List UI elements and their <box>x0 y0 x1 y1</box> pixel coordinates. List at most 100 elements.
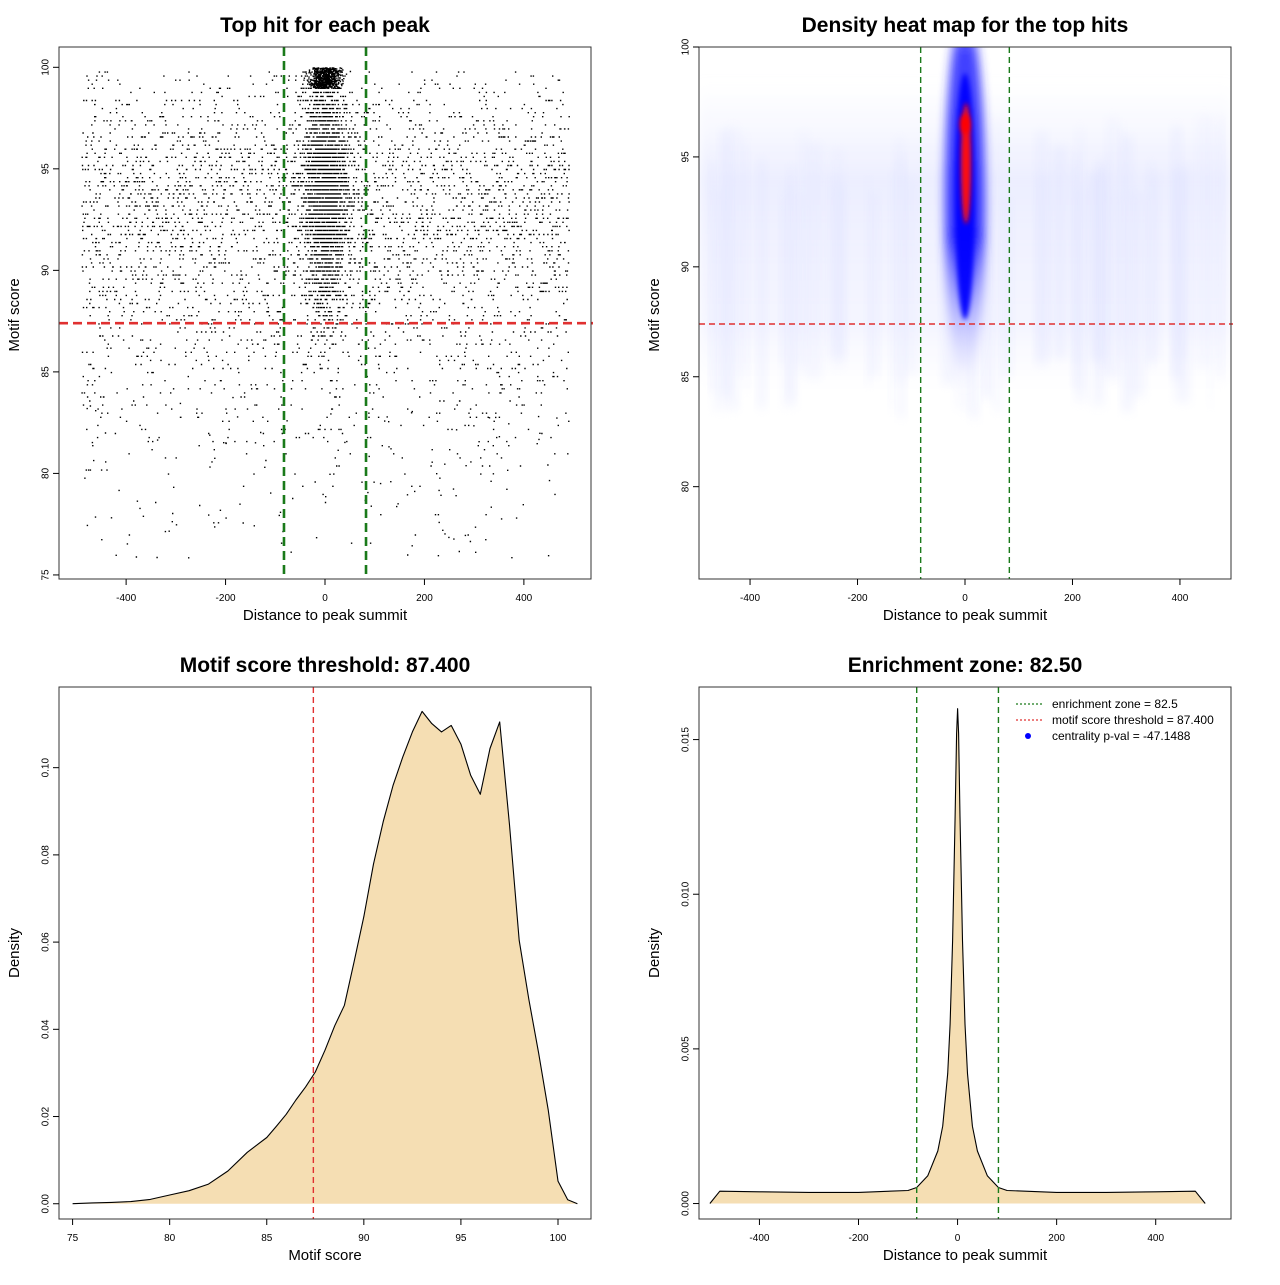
heatmap-streak <box>1122 135 1133 412</box>
y-axis-label: Motif score <box>6 278 23 351</box>
heatmap-streak <box>993 118 1003 413</box>
heatmap-streak <box>720 129 731 398</box>
x-tick-label: -200 <box>848 1233 868 1244</box>
x-axis-label: Distance to peak summit <box>883 1247 1048 1264</box>
x-tick-label: 90 <box>358 1233 370 1244</box>
x-tick-label: 200 <box>1048 1233 1065 1244</box>
heatmap-streak <box>907 177 916 375</box>
x-tick-label: 100 <box>550 1233 567 1244</box>
plot-frame <box>698 686 1232 1220</box>
x-tick-label: -200 <box>216 593 236 604</box>
x-tick-label: 0 <box>322 593 328 604</box>
heatmap-streak <box>713 189 726 412</box>
legend-label: enrichment zone = 82.5 <box>1052 697 1178 711</box>
chart-title: Top hit for each peak <box>220 14 430 37</box>
y-tick-label: 95 <box>41 163 52 175</box>
x-tick-label: -400 <box>749 1233 769 1244</box>
heatmap-peak <box>960 113 970 134</box>
y-tick-label: 80 <box>41 467 52 479</box>
y-axis-label: Density <box>6 927 23 978</box>
heatmap-streak <box>1002 199 1012 378</box>
heatmap-streak <box>1098 169 1106 375</box>
panel-enrichment-density: Enrichment zone: 82.50 -400 -200 0 200 400 0.0… <box>646 654 1232 1264</box>
x-tick-label: 200 <box>1064 593 1081 604</box>
x-tick-label: -400 <box>740 593 760 604</box>
x-tick-label: 80 <box>164 1233 176 1244</box>
heatmap-streak <box>737 132 747 376</box>
heatmap-streak <box>709 160 715 394</box>
heatmap-streak <box>1147 160 1154 368</box>
y-tick-label: 95 <box>681 151 692 163</box>
x-tick-label: 200 <box>416 593 433 604</box>
y-tick-label: 75 <box>41 569 52 581</box>
x-tick-label: 0 <box>955 1233 961 1244</box>
heatmap-streak <box>1075 186 1086 403</box>
density-area <box>72 711 578 1204</box>
heatmap-streak <box>744 149 750 391</box>
x-tick-label: 0 <box>962 593 968 604</box>
x-axis-label: Distance to peak summit <box>883 607 1048 624</box>
y-tick-label: 0.000 <box>681 1191 692 1216</box>
heatmap-streak <box>1130 190 1145 398</box>
heatmap-streak <box>728 125 739 411</box>
x-tick-label: 85 <box>261 1233 273 1244</box>
y-tick-label: 0.010 <box>681 881 692 906</box>
legend-label: centrality p-val = -47.1488 <box>1052 729 1191 743</box>
chart-title: Enrichment zone: 82.50 <box>848 654 1083 677</box>
heatmap-streak <box>1197 115 1211 368</box>
density-area <box>709 708 1206 1204</box>
data-points <box>81 67 570 559</box>
heatmap-streak <box>1037 176 1048 359</box>
y-tick-label: 0.015 <box>681 727 692 752</box>
y-tick-label: 0.08 <box>41 845 52 865</box>
x-tick-label: 75 <box>67 1233 79 1244</box>
panel-scatter: Top hit for each peak -400 -200 0 200 400 75 80… <box>6 14 593 624</box>
y-tick-label: 0.005 <box>681 1036 692 1061</box>
y-tick-label: 100 <box>681 38 692 55</box>
y-tick-label: 0.00 <box>41 1194 52 1214</box>
panel-heatmap: Density heat map for the top hits -400 -20… <box>646 14 1233 624</box>
chart-title: Motif score threshold: 87.400 <box>180 654 471 677</box>
y-tick-label: 0.04 <box>41 1019 52 1039</box>
y-axis-label: Density <box>646 927 663 978</box>
heatmap-streak <box>1172 126 1182 381</box>
plot-frame <box>58 46 592 580</box>
heatmap-streak <box>1107 117 1118 380</box>
density-curve <box>72 710 578 1205</box>
x-tick-label: 95 <box>455 1233 467 1244</box>
x-axis-label: Distance to peak summit <box>243 607 408 624</box>
heatmap-streak <box>897 157 905 418</box>
y-tick-label: 85 <box>681 371 692 383</box>
heatmap-streak <box>865 177 871 386</box>
heatmap-streak <box>1217 118 1224 379</box>
scatter-points <box>81 67 570 559</box>
density-curve <box>709 708 1206 1204</box>
heatmap-streak <box>779 199 784 364</box>
heatmap-streak <box>757 158 766 409</box>
y-tick-label: 80 <box>681 481 692 493</box>
y-axis-label: Motif score <box>646 278 663 351</box>
x-axis-label: Motif score <box>288 1247 361 1264</box>
heatmap-area <box>699 47 1231 420</box>
plot-frame <box>58 686 592 1220</box>
legend-label: motif score threshold = 87.400 <box>1052 713 1214 727</box>
x-tick-label: 400 <box>1147 1233 1164 1244</box>
y-tick-label: 100 <box>41 59 52 76</box>
heatmap-streak <box>798 130 809 376</box>
heatmap-streak <box>870 193 879 377</box>
heatmap-streak <box>889 168 894 410</box>
chart-title: Density heat map for the top hits <box>802 14 1129 37</box>
x-tick-label: 400 <box>1172 593 1189 604</box>
y-tick-label: 85 <box>41 366 52 378</box>
heatmap-streak <box>832 148 844 369</box>
x-tick-label: -200 <box>848 593 868 604</box>
x-tick-label: 400 <box>516 593 533 604</box>
heatmap-streak <box>783 182 796 408</box>
heatmap-streak <box>1052 146 1067 358</box>
heatmap-streak <box>982 183 989 397</box>
legend-marker-point <box>1025 733 1031 739</box>
y-tick-label: 0.10 <box>41 758 52 778</box>
legend: enrichment zone = 82.5 motif score thresh… <box>1016 697 1214 743</box>
